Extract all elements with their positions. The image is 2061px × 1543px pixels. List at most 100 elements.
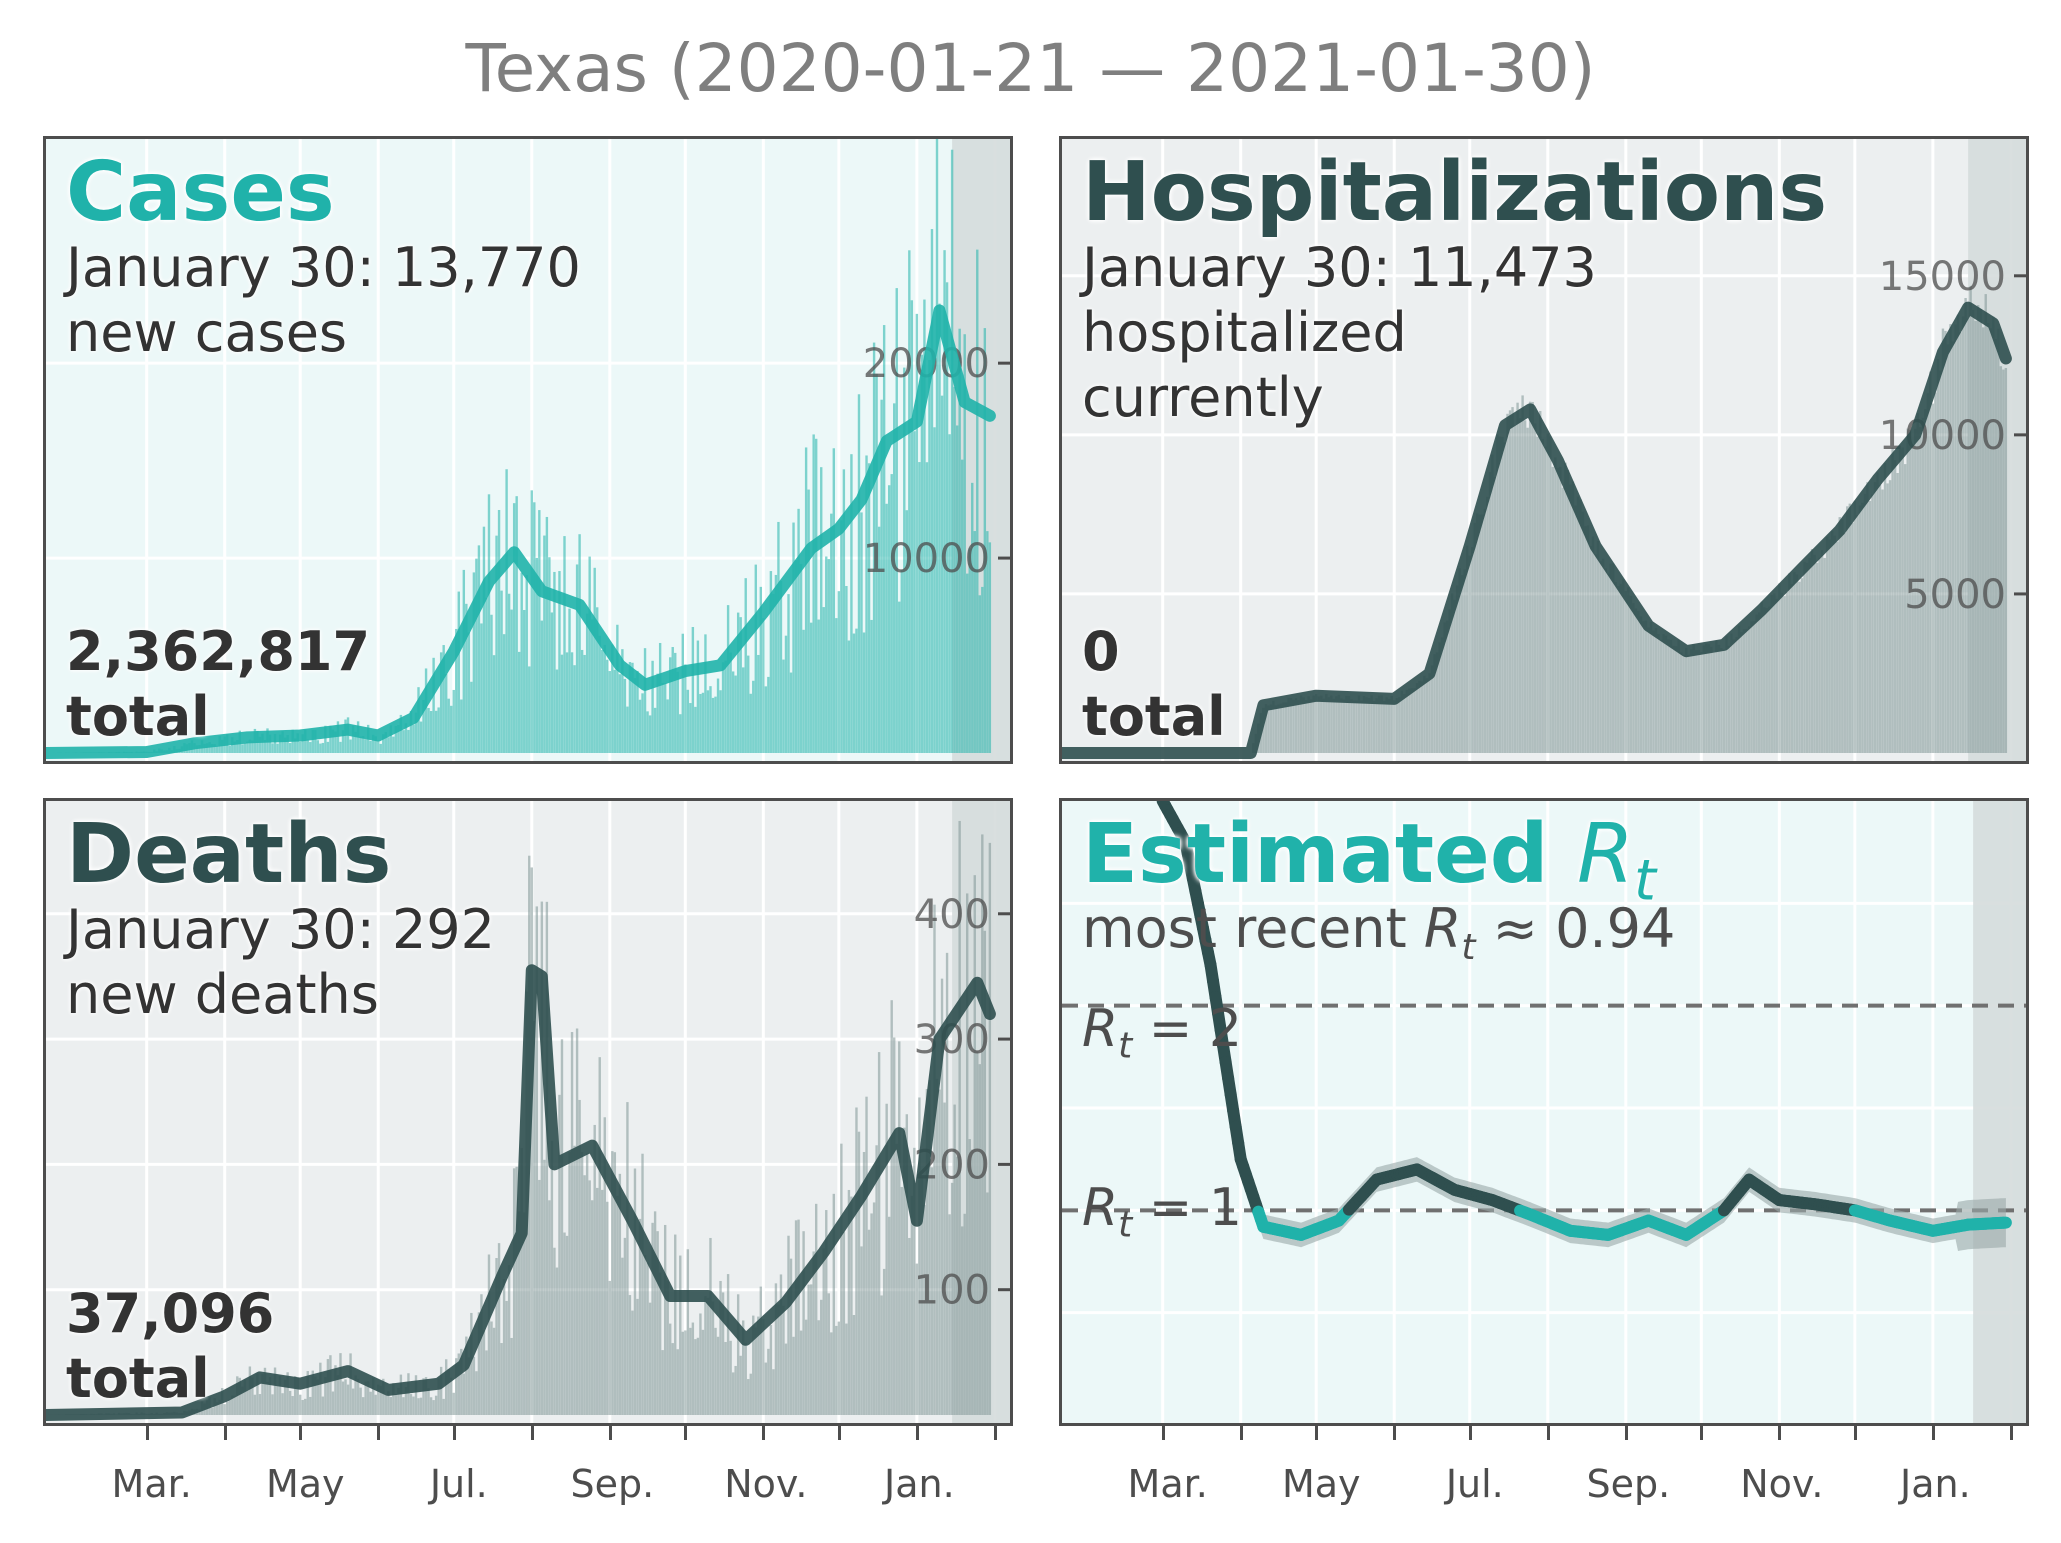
bar [583,1175,586,1415]
bar [767,1348,770,1415]
bar [653,1211,657,1415]
bar [721,662,725,753]
x-tick-mark [1778,1426,1782,1440]
bar [588,556,591,753]
bar [1740,632,1743,753]
bar [1453,599,1456,753]
bar [1518,418,1522,753]
bar [1571,481,1575,753]
rt-chart [1062,801,2026,1423]
bar [1297,700,1300,753]
bar [1362,695,1366,753]
bar [641,1153,644,1415]
bar [764,1362,768,1415]
bar [324,725,327,753]
bar [1599,561,1602,753]
bar [910,1195,914,1415]
bar [1352,700,1356,753]
bar [1715,640,1718,753]
bar [1941,328,1945,753]
bar [263,739,267,753]
bar [447,698,450,753]
bar [1423,675,1426,753]
bar [412,1396,415,1415]
bar [895,288,898,753]
bar [643,1255,647,1415]
bar [560,654,564,753]
bar [880,399,883,753]
bar [1408,688,1411,753]
bar [1634,608,1638,753]
bar [832,1193,836,1415]
bar [1503,442,1507,753]
x-tick-label: Mar. [1127,1462,1208,1506]
bar [450,1377,453,1415]
bar [1493,477,1497,753]
bar [361,1397,365,1415]
bar [512,1168,516,1415]
y-tick-label: 15000 [1879,254,2006,300]
bar [890,1000,893,1415]
bar [1939,370,1942,753]
bar [570,652,574,753]
bar [1692,644,1695,753]
bar [570,1032,574,1415]
bar [1883,463,1887,753]
bar [1554,457,1557,753]
bar [1433,654,1436,753]
bar [507,593,511,753]
bar [787,1235,790,1415]
bar [402,1397,405,1415]
bar [1443,622,1446,753]
bar [334,1365,337,1415]
bar [830,513,833,753]
bar [1720,647,1723,753]
bar [930,1167,934,1415]
bar [306,739,309,753]
bar [887,485,891,753]
bar [621,1257,624,1415]
bar [1783,596,1786,753]
bar [1770,594,1773,753]
bar [842,469,846,753]
bar [1657,634,1660,753]
bar [258,1394,262,1415]
bar [734,675,737,753]
bar [653,707,657,753]
bar [1848,503,1852,753]
bar [714,696,717,753]
bar [943,1102,946,1415]
bar [842,1231,846,1415]
bar [1707,644,1711,753]
x-tick-mark [837,1426,841,1440]
bar [812,434,815,753]
bar [933,904,936,1415]
bar [837,591,841,753]
bar [213,744,216,753]
bar [646,711,649,753]
bar [535,557,539,753]
bar [344,719,347,753]
bar [1949,324,1952,753]
bar [596,607,599,753]
bar [1435,652,1439,753]
x-tick-label: Nov. [724,1462,808,1506]
bar [502,634,506,753]
bar [820,1299,823,1415]
bar [1491,454,1494,753]
bar [729,1340,732,1415]
bar [669,657,672,753]
bar [802,1231,805,1415]
bar [1418,680,1421,753]
bar [1808,558,1811,753]
bar [409,1394,413,1415]
bar [470,1312,473,1415]
bar [596,1187,599,1415]
bar [467,632,471,753]
bar [301,734,304,753]
bar [1785,592,1789,753]
bar [754,564,757,753]
bar [336,1375,340,1415]
